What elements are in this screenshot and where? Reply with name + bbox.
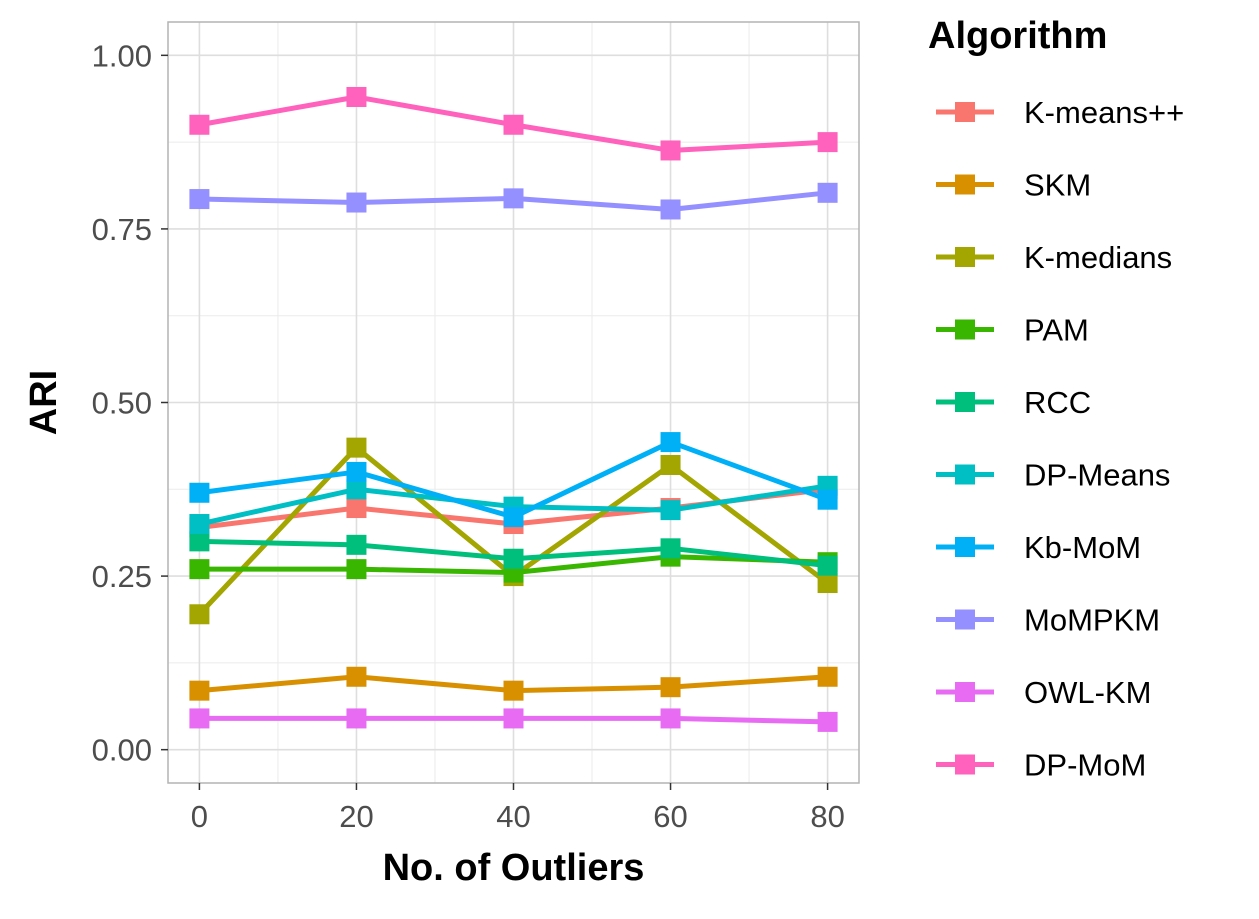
x-tick-label: 80 — [810, 799, 844, 834]
series-skm — [189, 666, 838, 701]
legend-item: K-means++ — [936, 95, 1184, 130]
legend-label: SKM — [1024, 168, 1091, 203]
data-point-marker — [346, 666, 367, 687]
legend-item: K-medians — [936, 240, 1172, 275]
legend-title: Algorithm — [928, 15, 1107, 57]
legend-item: RCC — [936, 385, 1091, 420]
legend-item: DP-Means — [936, 458, 1170, 493]
legend-label: PAM — [1024, 313, 1089, 348]
data-point-marker — [503, 548, 524, 569]
data-point-marker — [189, 514, 210, 535]
x-tick-label: 20 — [339, 799, 373, 834]
x-axis-title: No. of Outliers — [383, 847, 645, 889]
legend-key-marker — [955, 174, 975, 195]
legend-key-marker — [955, 392, 975, 412]
data-point-marker — [660, 677, 681, 698]
data-point-marker — [189, 114, 210, 135]
x-tick-label: 40 — [496, 799, 530, 834]
y-tick-label: 1.00 — [92, 38, 152, 73]
legend-key-marker — [955, 319, 975, 340]
series-kb-mom — [189, 432, 838, 528]
x-tick-label: 0 — [191, 799, 208, 834]
data-point-marker — [817, 573, 838, 594]
y-tick-label: 0.00 — [92, 733, 152, 768]
data-point-marker — [660, 199, 681, 220]
data-point-marker — [346, 479, 367, 500]
data-point-marker — [817, 555, 838, 576]
data-point-marker — [189, 559, 210, 580]
data-point-marker — [817, 666, 838, 687]
legend: Algorithm K-means++ SKM K-medians PAM RCC DP-… — [928, 15, 1184, 783]
data-point-marker — [346, 708, 367, 729]
legend-item: DP-MoM — [936, 748, 1146, 783]
series-owl-km — [189, 708, 838, 732]
legend-item: OWL-KM — [936, 675, 1151, 710]
legend-item: PAM — [936, 313, 1089, 348]
data-point-marker — [346, 86, 367, 107]
data-point-marker — [660, 454, 681, 475]
axes: 0 20 40 60 80 0.00 0.25 0.50 0.75 1.00 — [92, 38, 845, 834]
data-point-marker — [817, 132, 838, 153]
legend-key-marker — [955, 682, 975, 702]
legend-label: DP-Means — [1024, 458, 1170, 493]
series-dp-mom — [189, 86, 838, 161]
legend-key-marker — [955, 464, 975, 485]
data-point-marker — [189, 604, 210, 625]
data-point-marker — [346, 498, 367, 519]
y-tick-label: 0.25 — [92, 559, 152, 594]
data-point-marker — [660, 432, 681, 453]
legend-label: RCC — [1024, 385, 1091, 420]
legend-label: K-means++ — [1024, 95, 1184, 130]
legend-key-marker — [955, 247, 975, 267]
y-tick-label: 0.75 — [92, 212, 152, 247]
y-tick-label: 0.50 — [92, 386, 152, 421]
legend-label: K-medians — [1024, 240, 1172, 275]
legend-label: OWL-KM — [1024, 675, 1151, 710]
legend-item: SKM — [936, 168, 1091, 203]
data-point-marker — [189, 482, 210, 503]
data-point-marker — [660, 140, 681, 161]
data-point-marker — [817, 711, 838, 732]
series-rcc — [189, 531, 838, 576]
data-point-marker — [346, 559, 367, 580]
legend-label: Kb-MoM — [1024, 530, 1141, 565]
data-point-marker — [346, 192, 367, 213]
legend-key-marker — [955, 102, 975, 122]
legend-key-marker — [955, 537, 975, 557]
data-point-marker — [660, 500, 681, 521]
data-point-marker — [346, 437, 367, 458]
data-point-marker — [817, 489, 838, 510]
legend-key-marker — [955, 609, 975, 630]
data-point-marker — [189, 189, 210, 210]
data-point-marker — [503, 680, 524, 701]
data-point-marker — [346, 534, 367, 555]
data-point-marker — [189, 708, 210, 729]
series-mompkm — [189, 182, 838, 220]
data-point-marker — [817, 182, 838, 203]
data-point-marker — [189, 531, 210, 552]
data-point-marker — [346, 461, 367, 482]
data-point-marker — [503, 507, 524, 528]
data-point-marker — [503, 114, 524, 135]
series-lines — [189, 86, 838, 732]
legend-key-marker — [955, 754, 975, 775]
legend-label: DP-MoM — [1024, 748, 1146, 783]
x-tick-label: 60 — [653, 799, 687, 834]
legend-label: MoMPKM — [1024, 603, 1160, 638]
data-point-marker — [189, 680, 210, 701]
data-point-marker — [660, 708, 681, 729]
data-point-marker — [503, 708, 524, 729]
data-point-marker — [660, 538, 681, 559]
data-point-marker — [503, 188, 524, 209]
y-axis-title: ARI — [23, 370, 65, 435]
legend-item: Kb-MoM — [936, 530, 1141, 565]
legend-item: MoMPKM — [936, 603, 1160, 638]
